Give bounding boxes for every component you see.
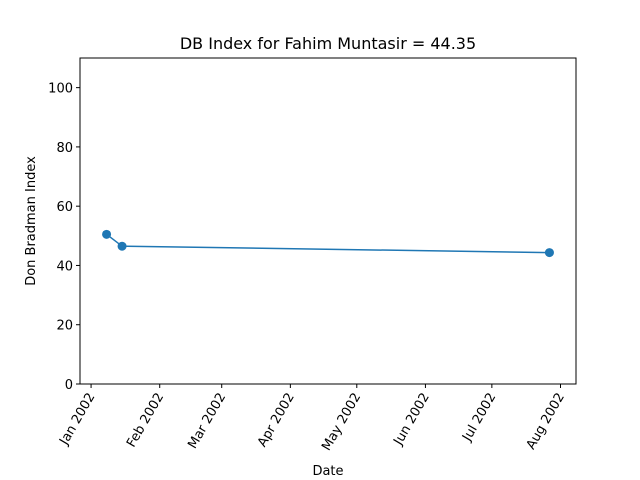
y-tick-label: 60	[56, 200, 73, 215]
series-line	[106, 233, 550, 254]
data-point	[102, 229, 112, 239]
y-axis-title: Don Bradman Index	[24, 156, 39, 286]
y-tick-label: 80	[56, 141, 73, 156]
y-tick-label: 40	[56, 259, 73, 274]
x-tick-label: Jan 2002	[56, 391, 98, 449]
axes-frame	[79, 57, 577, 385]
x-tick-label: Aug 2002	[524, 391, 568, 453]
x-tick-label: Mar 2002	[185, 391, 229, 452]
x-tick-label: Apr 2002	[255, 391, 298, 450]
x-tick-label: Jul 2002	[459, 391, 499, 445]
x-tick-label: May 2002	[319, 391, 364, 454]
chart-title: DB Index for Fahim Muntasir = 44.35	[180, 34, 476, 53]
data-point	[117, 241, 127, 251]
x-tick-label: Feb 2002	[124, 391, 167, 451]
y-tick-label: 100	[48, 82, 73, 97]
x-axis-title: Date	[312, 464, 343, 479]
x-tick-label: Jun 2002	[391, 391, 433, 449]
plot-area: 0 20 40 60 80 100 Jan 2002 Feb 2002 Mar 2002 Apr …	[48, 57, 577, 454]
y-tick-label: 20	[56, 319, 73, 334]
data-point	[544, 248, 554, 258]
y-tick-label: 0	[65, 378, 73, 393]
